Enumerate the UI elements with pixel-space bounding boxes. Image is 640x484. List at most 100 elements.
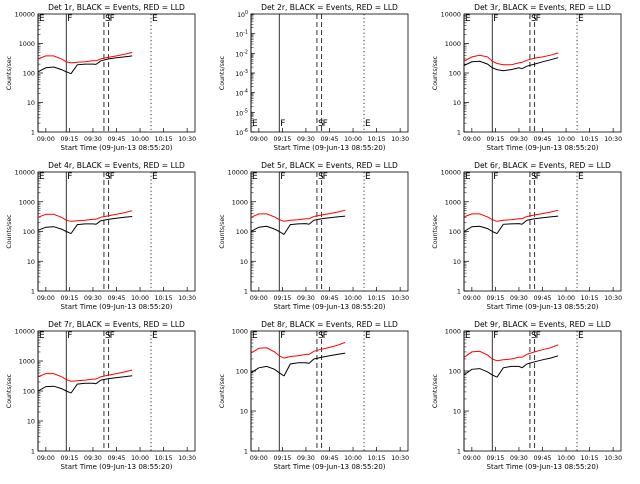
marker-label: E — [152, 331, 158, 341]
series-jump-events — [66, 231, 72, 235]
y-tick-label: 100 — [23, 70, 35, 78]
series-line-events — [463, 225, 493, 232]
marker-label: E — [152, 172, 158, 182]
x-tick-label: 09:45 — [534, 295, 552, 302]
x-tick-label: 09:30 — [297, 295, 315, 302]
series-line-events — [496, 365, 523, 378]
y-tick-label: 1 — [457, 129, 461, 137]
marker-label: F — [280, 119, 285, 129]
x-tick-label: 09:30 — [297, 136, 315, 143]
series-line-events — [70, 382, 97, 394]
marker-label: F — [536, 331, 541, 341]
x-axis-label: Start Time (09-Jun-13 08:55:20) — [487, 144, 599, 152]
plot-frame — [37, 330, 196, 452]
x-tick-label: 10:15 — [155, 455, 173, 462]
chart-title: Det 4r, BLACK = Events, RED = LLD — [48, 161, 185, 170]
series-line-lld — [463, 350, 493, 360]
series-line-lld — [313, 209, 346, 217]
series-line-lld — [283, 353, 310, 359]
series-line-lld — [70, 60, 97, 64]
series-line-events — [526, 355, 559, 365]
marker-label: F — [67, 14, 72, 24]
marker-label: E — [39, 14, 45, 24]
x-axis-label: Start Time (09-Jun-13 08:55:20) — [487, 463, 599, 471]
x-axis-label: Start Time (09-Jun-13 08:55:20) — [61, 463, 173, 471]
x-tick-label: 09:15 — [60, 455, 78, 462]
marker-label: F — [67, 331, 72, 341]
chart-panel-det-5: Det 5r, BLACK = Events, RED = LLD 1 10 100 1… — [219, 161, 409, 311]
marker-label: F — [536, 14, 541, 24]
y-tick-label: 100 — [236, 368, 248, 376]
x-tick-label: 09:15 — [60, 295, 78, 302]
x-tick-label: 09:15 — [486, 136, 504, 143]
y-tick-label: 1 — [457, 288, 461, 296]
y-tick-label: 1000 — [19, 198, 35, 206]
y-tick-label: 1000 — [445, 40, 461, 48]
x-tick-label: 10:00 — [131, 136, 149, 143]
chart-panel-det-7: Det 7r, BLACK = Events, RED = LLD 1 10 100 1… — [6, 320, 196, 471]
marker-label: E — [252, 331, 258, 341]
y-tick-label: 1000 — [445, 198, 461, 206]
y-axis-label: Counts/sec — [219, 214, 226, 249]
x-tick-label: 10:30 — [604, 295, 622, 302]
chart-panel-det-6: Det 6r, BLACK = Events, RED = LLD 1 10 100 1… — [432, 161, 622, 311]
plot-frame — [250, 330, 409, 452]
series-jump-lld — [492, 219, 498, 222]
series-jump-lld — [279, 219, 285, 222]
series-line-events — [313, 215, 346, 221]
y-tick-label: 1000 — [232, 198, 248, 206]
y-axis-label: Counts/sec — [432, 373, 439, 408]
y-tick-label: 10 — [240, 408, 248, 416]
x-axis-label: Start Time (09-Jun-13 08:55:20) — [61, 303, 173, 311]
x-tick-label: 09:15 — [486, 295, 504, 302]
marker-label: F — [67, 172, 72, 182]
x-axis-label: Start Time (09-Jun-13 08:55:20) — [61, 144, 173, 152]
y-tick-label: 100 — [449, 368, 461, 376]
series-jump-lld — [308, 350, 315, 355]
y-tick-label: 10000 — [15, 328, 35, 336]
x-tick-label: 10:15 — [155, 136, 173, 143]
y-tick-label: 100 — [23, 388, 35, 396]
y-axis-label: Counts/sec — [219, 55, 226, 90]
series-line-lld — [496, 61, 523, 66]
x-tick-label: 09:45 — [321, 455, 339, 462]
chart-title: Det 8r, BLACK = Events, RED = LLD — [261, 320, 398, 329]
marker-label: F — [323, 172, 328, 182]
marker-label: E — [252, 119, 258, 129]
series-line-lld — [283, 218, 310, 222]
series-jump-lld — [492, 358, 498, 362]
series-line-events — [70, 63, 97, 74]
x-tick-label: 09:45 — [108, 455, 126, 462]
series-line-events — [250, 225, 280, 232]
marker-label: F — [110, 14, 115, 24]
chart-panel-det-3: Det 3r, BLACK = Events, RED = LLD 1 10 100 1… — [432, 3, 622, 152]
y-axis-label: Counts/sec — [6, 55, 13, 90]
y-tick-label: 10 — [453, 258, 461, 266]
x-tick-label: 09:00 — [37, 295, 55, 302]
series-line-lld — [526, 52, 559, 61]
series-jump-lld — [521, 216, 528, 220]
x-axis-label: Start Time (09-Jun-13 08:55:20) — [274, 144, 386, 152]
y-tick-label: 10 — [453, 408, 461, 416]
x-tick-label: 10:15 — [368, 295, 386, 302]
x-tick-label: 10:00 — [344, 295, 362, 302]
series-line-lld — [496, 218, 523, 222]
marker-label: F — [323, 331, 328, 341]
series-jump-events — [95, 220, 102, 225]
y-axis-label: Counts/sec — [432, 214, 439, 249]
x-tick-label: 10:30 — [604, 136, 622, 143]
x-axis-label: Start Time (09-Jun-13 08:55:20) — [274, 463, 386, 471]
x-tick-label: 10:00 — [344, 136, 362, 143]
x-tick-label: 09:00 — [250, 136, 268, 143]
marker-label: E — [465, 14, 471, 24]
series-jump-lld — [521, 353, 528, 358]
x-axis-label: Start Time (09-Jun-13 08:55:20) — [274, 303, 386, 311]
y-tick-label: 1000 — [232, 328, 248, 336]
y-tick-label: 10-6 — [235, 128, 248, 137]
x-tick-label: 10:30 — [391, 295, 409, 302]
chart-panel-det-1: Det 1r, BLACK = Events, RED = LLD 1 10 100 1… — [6, 3, 196, 152]
y-tick-label: 10 — [27, 258, 35, 266]
chart-title: Det 5r, BLACK = Events, RED = LLD — [261, 161, 398, 170]
x-tick-label: 10:15 — [368, 136, 386, 143]
x-tick-label: 10:00 — [557, 136, 575, 143]
